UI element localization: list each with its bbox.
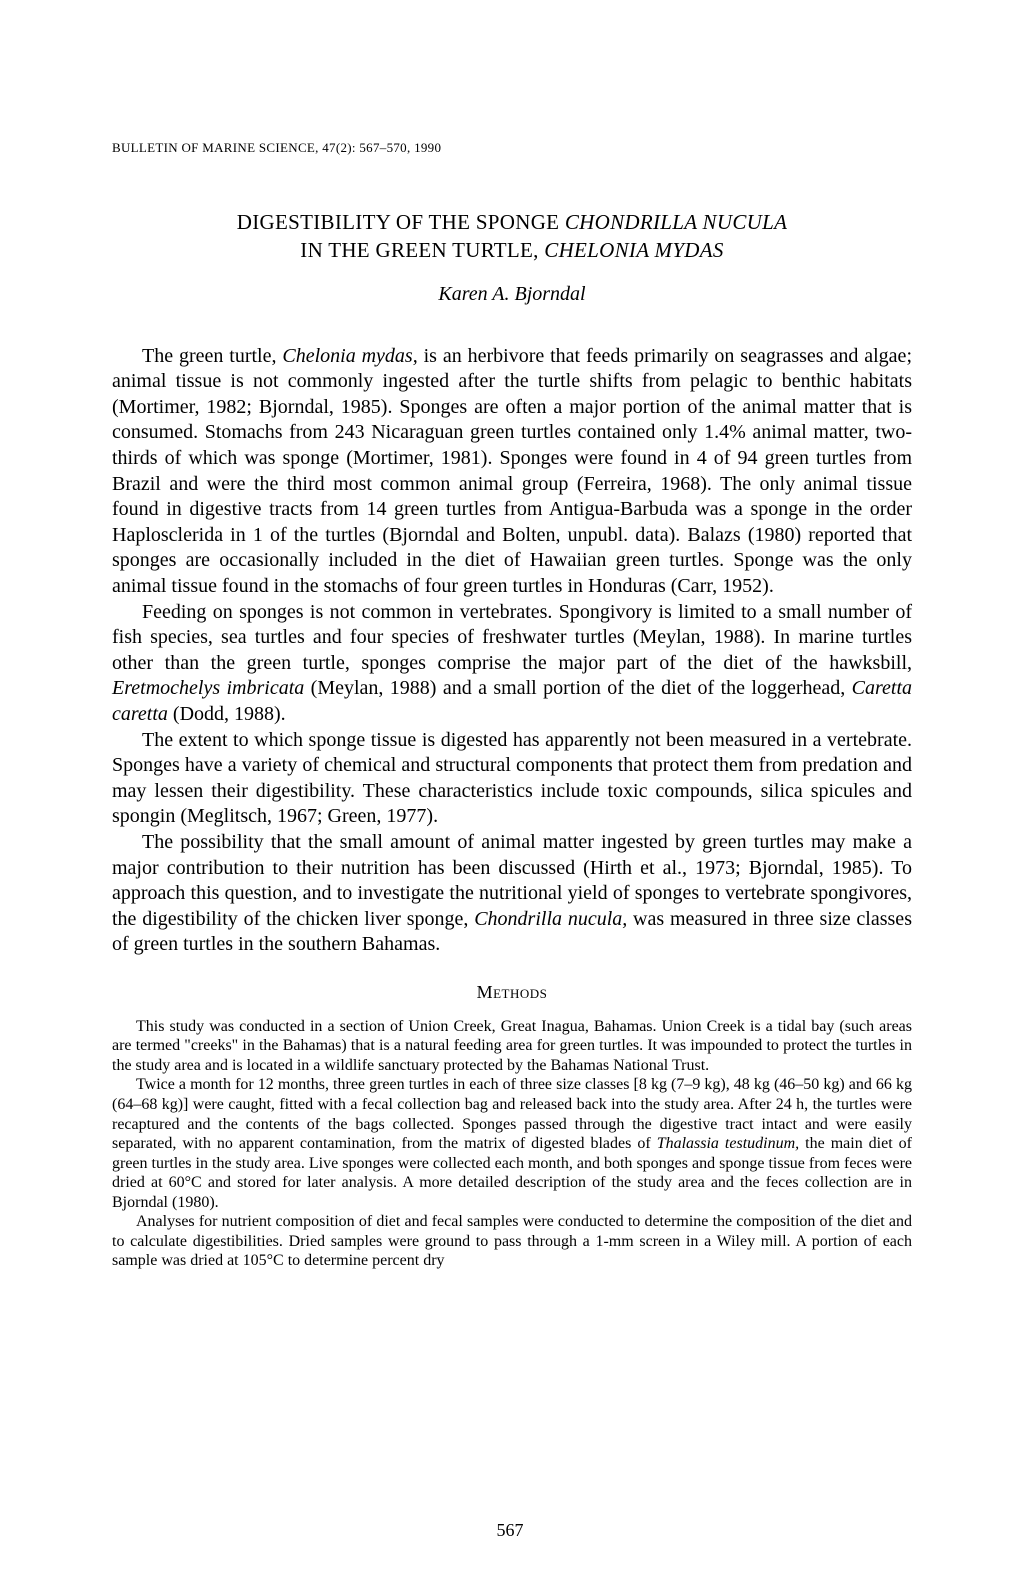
species-name: Chelonia mydas, [282,345,417,367]
methods-heading: Methods [112,982,912,1003]
paragraph: The extent to which sponge tissue is dig… [112,728,912,830]
body-text: The green turtle, Chelonia mydas, is an … [112,344,912,958]
paragraph: The green turtle, Chelonia mydas, is an … [112,344,912,600]
text-run: Feeding on sponges is not common in vert… [112,601,912,674]
title-part: IN THE GREEN TURTLE, [300,238,544,262]
title-species: CHONDRILLA NUCULA [565,210,787,234]
paragraph: Twice a month for 12 months, three green… [112,1075,912,1212]
page: BULLETIN OF MARINE SCIENCE, 47(2): 567–5… [0,0,1020,1577]
text-run: The green turtle, [142,345,282,367]
text-run: (Meylan, 1988) and a small portion of th… [304,677,851,699]
methods-text: This study was conducted in a section of… [112,1017,912,1271]
text-run: is an herbivore that feeds primarily on … [112,345,912,597]
paragraph: Analyses for nutrient composition of die… [112,1212,912,1271]
journal-header: BULLETIN OF MARINE SCIENCE, 47(2): 567–5… [112,140,912,156]
author-name: Karen A. Bjorndal [112,283,912,306]
article-title: DIGESTIBILITY OF THE SPONGE CHONDRILLA N… [152,208,872,265]
species-name: Eretmochelys imbricata [112,677,304,699]
species-name: Chondrilla nucula, [474,908,627,930]
page-number: 567 [0,1520,1020,1541]
title-species: CHELONIA MYDAS [544,238,723,262]
title-part: DIGESTIBILITY OF THE SPONGE [237,210,565,234]
paragraph: The possibility that the small amount of… [112,830,912,958]
paragraph: Feeding on sponges is not common in vert… [112,600,912,728]
text-run: (Dodd, 1988). [168,703,286,725]
species-name: Thalassia testudinum, [657,1135,799,1152]
paragraph: This study was conducted in a section of… [112,1017,912,1076]
